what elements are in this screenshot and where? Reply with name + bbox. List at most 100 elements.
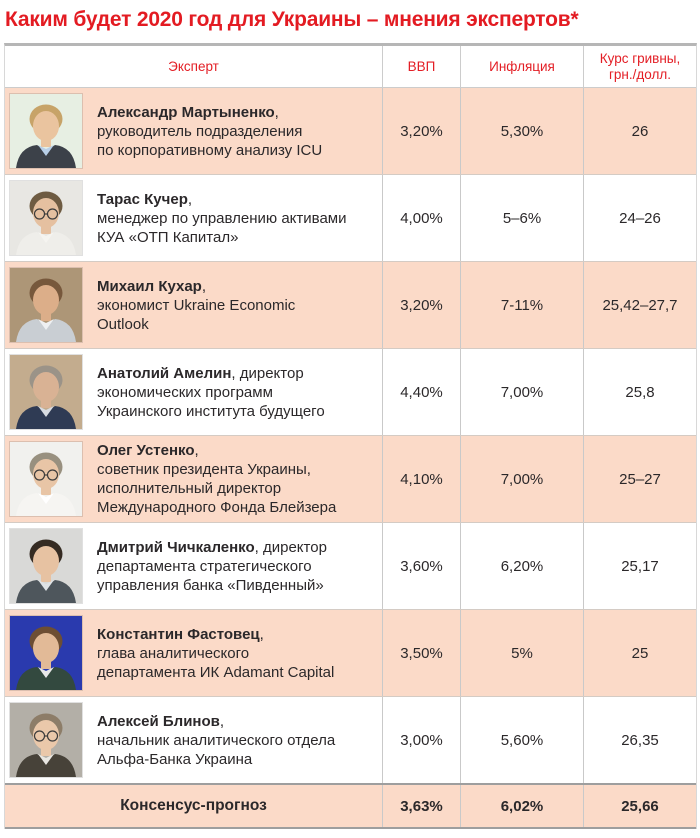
expert-role-inline: , — [201, 277, 207, 295]
expert-name: Константин Фастовец — [97, 625, 260, 643]
expert-role-inline: , — [194, 442, 199, 459]
table-header-row: Эксперт ВВП Инфляция Курс гривны, грн./д… — [5, 46, 696, 88]
expert-name: Тарас Кучер — [97, 190, 188, 208]
expert-role-line: департамента стратегического — [97, 557, 312, 575]
expert-cell: Тарас Кучер, менеджер по управлению акти… — [5, 175, 382, 261]
expert-role-line: исполнительный директор — [97, 480, 282, 497]
rate-value: 24–26 — [583, 175, 696, 261]
inflation-value: 7,00% — [460, 349, 583, 435]
inflation-value: 7,00% — [460, 436, 583, 522]
expert-role-line: советник президента Украины, — [97, 461, 311, 478]
expert-photo — [9, 93, 83, 169]
expert-text: Дмитрий Чичкаленко, директор департамент… — [97, 538, 337, 595]
expert-photo — [9, 702, 83, 778]
expert-cell: Михаил Кухар, экономист Ukraine Economic… — [5, 262, 382, 348]
expert-role-line: Outlook — [97, 315, 149, 333]
rate-value: 26,35 — [583, 697, 696, 783]
expert-photo — [9, 615, 83, 691]
expert-name-line: Михаил Кухар, — [97, 277, 295, 296]
expert-role-line: Украинского института будущего — [97, 402, 325, 420]
consensus-gdp-value: 3,63% — [382, 785, 460, 827]
expert-name-line: Тарас Кучер, — [97, 190, 347, 209]
header-cell-gdp: ВВП — [382, 46, 460, 87]
expert-role-line: экономист Ukraine Economic — [97, 296, 296, 314]
expert-name-line: Дмитрий Чичкаленко, директор — [97, 538, 327, 557]
glasses-icon — [33, 208, 59, 220]
expert-photo — [9, 180, 83, 256]
expert-text: Михаил Кухар, экономист Ukraine Economic… — [97, 277, 305, 334]
expert-name: Михаил Кухар — [97, 277, 202, 295]
expert-name-line: Александр Мартыненко, — [97, 103, 322, 122]
expert-name: Дмитрий Чичкаленко — [97, 538, 255, 556]
expert-cell: Анатолий Амелин, директор экономических … — [5, 349, 382, 435]
rate-value: 25,8 — [583, 349, 696, 435]
expert-text: Александр Мартыненко, руководитель подра… — [97, 103, 332, 160]
table-row: Константин Фастовец, глава аналитическог… — [5, 610, 696, 697]
table-row: Алексей Блинов, начальник аналитического… — [5, 697, 696, 783]
page-title: Каким будет 2020 год для Украины – мнени… — [5, 8, 579, 31]
expert-name-line: Алексей Блинов, — [97, 712, 335, 731]
table-row: Тарас Кучер, менеджер по управлению акти… — [5, 175, 696, 262]
rate-value: 25,17 — [583, 523, 696, 609]
expert-role-inline: , — [274, 103, 279, 121]
consensus-inflation-value: 6,02% — [460, 785, 583, 827]
expert-name: Анатолий Амелин — [97, 364, 232, 382]
glasses-icon — [33, 730, 59, 742]
expert-role-inline: , — [187, 190, 193, 208]
rate-value: 26 — [583, 88, 696, 174]
gdp-value: 3,60% — [382, 523, 460, 609]
inflation-value: 5,30% — [460, 88, 583, 174]
inflation-value: 6,20% — [460, 523, 583, 609]
table-row: Михаил Кухар, экономист Ukraine Economic… — [5, 262, 696, 349]
expert-photo — [9, 267, 83, 343]
expert-name-line: Олег Устенко, — [97, 441, 336, 460]
expert-cell: Александр Мартыненко, руководитель подра… — [5, 88, 382, 174]
expert-role-line: глава аналитического — [97, 644, 250, 662]
rate-value: 25,42–27,7 — [583, 262, 696, 348]
gdp-value: 4,00% — [382, 175, 460, 261]
expert-role-line: менеджер по управлению активами — [97, 209, 347, 227]
expert-role-line: начальник аналитического отдела — [97, 731, 336, 749]
consensus-row: Консенсус-прогноз 3,63% 6,02% 25,66 — [5, 783, 696, 829]
expert-name: Олег Устенко — [97, 442, 195, 459]
inflation-value: 5% — [460, 610, 583, 696]
gdp-value: 3,20% — [382, 88, 460, 174]
expert-role-line: экономических программ — [97, 383, 273, 401]
expert-text: Тарас Кучер, менеджер по управлению акти… — [97, 190, 357, 247]
expert-role-line: КУА «ОТП Капитал» — [97, 228, 239, 246]
header-cell-expert: Эксперт — [168, 58, 219, 74]
expert-role-line: Альфа-Банка Украина — [97, 750, 253, 768]
inflation-value: 5,60% — [460, 697, 583, 783]
gdp-value: 3,50% — [382, 610, 460, 696]
gdp-value: 4,10% — [382, 436, 460, 522]
expert-text: Олег Устенко, советник президента Украин… — [97, 441, 346, 517]
consensus-label: Консенсус-прогноз — [120, 797, 267, 814]
header-cell-rate: Курс гривны, грн./долл. — [583, 46, 696, 87]
expert-role-line: руководитель подразделения — [97, 122, 303, 140]
header-cell-inflation: Инфляция — [460, 46, 583, 87]
expert-photo — [9, 441, 83, 517]
expert-role-inline: , — [259, 625, 264, 643]
rate-value: 25 — [583, 610, 696, 696]
gdp-value: 3,00% — [382, 697, 460, 783]
consensus-rate-value: 25,66 — [583, 785, 696, 827]
table-row: Олег Устенко, советник президента Украин… — [5, 436, 696, 523]
table-row: Александр Мартыненко, руководитель подра… — [5, 88, 696, 175]
expert-name-line: Анатолий Амелин, директор — [97, 364, 325, 383]
table-row: Дмитрий Чичкаленко, директор департамент… — [5, 523, 696, 610]
expert-role-inline: , — [219, 712, 225, 730]
table-row: Анатолий Амелин, директор экономических … — [5, 349, 696, 436]
expert-role-inline: , директор — [231, 364, 304, 382]
expert-photo — [9, 528, 83, 604]
gdp-value: 3,20% — [382, 262, 460, 348]
inflation-value: 5–6% — [460, 175, 583, 261]
expert-cell: Олег Устенко, советник президента Украин… — [5, 436, 382, 522]
rate-value: 25–27 — [583, 436, 696, 522]
expert-name: Александр Мартыненко — [97, 103, 275, 121]
expert-role-line: управления банка «Пивденный» — [97, 576, 324, 594]
expert-cell: Алексей Блинов, начальник аналитического… — [5, 697, 382, 783]
expert-role-line: Международного Фонда Блейзера — [97, 499, 337, 516]
gdp-value: 4,40% — [382, 349, 460, 435]
inflation-value: 7-11% — [460, 262, 583, 348]
expert-role-line: по корпоративному анализу ICU — [97, 141, 323, 159]
